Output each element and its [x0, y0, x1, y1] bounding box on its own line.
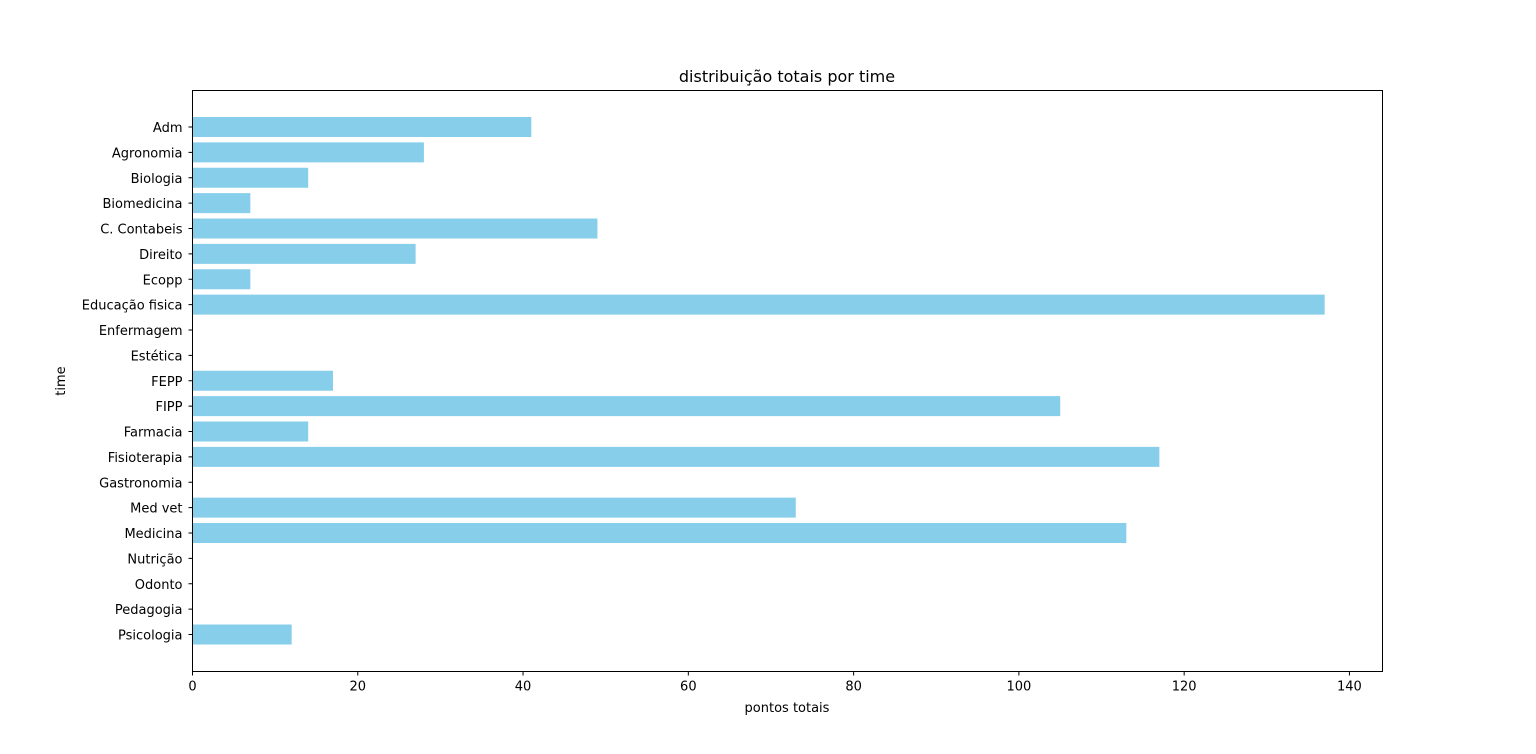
bar — [192, 193, 251, 214]
x-tick-label: 20 — [350, 680, 367, 695]
bar — [192, 294, 1325, 315]
y-tick-label: Psicologia — [118, 629, 183, 644]
bar — [192, 497, 796, 518]
y-axis-ticks: Adm Agronomia Biologia Biomedicina C. Contab… — [82, 121, 193, 644]
bar — [192, 421, 309, 442]
y-tick-label: Odonto — [135, 578, 183, 593]
bar — [192, 624, 292, 645]
bar — [192, 142, 424, 163]
x-tick-label: 60 — [680, 680, 697, 695]
y-axis-label: time — [54, 366, 69, 395]
bar — [192, 117, 532, 137]
y-tick-label: Farmacia — [124, 426, 183, 441]
chart-title: distribuição totais por time — [679, 67, 895, 86]
bar — [192, 446, 1160, 467]
bars-group — [192, 117, 1325, 645]
x-tick-label: 40 — [515, 680, 532, 695]
x-axis-ticks: 0 20 40 60 80 100 120 140 — [188, 671, 1362, 695]
y-tick-label: Adm — [153, 121, 183, 136]
y-tick-label: Direito — [139, 248, 182, 263]
y-tick-label: Estética — [131, 349, 183, 364]
y-tick-label: Med vet — [130, 502, 182, 517]
bar — [192, 269, 251, 290]
x-tick-label: 0 — [188, 680, 196, 695]
x-tick-label: 100 — [1006, 680, 1031, 695]
plot-frame — [192, 90, 1383, 672]
y-tick-label: Pedagogia — [115, 603, 183, 618]
y-tick-label: C. Contabeis — [100, 223, 183, 238]
y-tick-label: Biologia — [131, 172, 183, 187]
y-tick-label: FIPP — [156, 400, 183, 415]
bar — [192, 243, 416, 264]
y-tick-label: Ecopp — [143, 273, 183, 288]
x-axis-label: pontos totais — [745, 701, 830, 716]
y-tick-label: Medicina — [124, 527, 182, 542]
y-tick-label: Gastronomia — [99, 476, 182, 491]
bar — [192, 167, 309, 188]
y-tick-label: Biomedicina — [103, 197, 183, 212]
x-tick-label: 80 — [845, 680, 862, 695]
bar — [192, 396, 1061, 417]
x-tick-label: 120 — [1172, 680, 1197, 695]
x-tick-label: 140 — [1337, 680, 1362, 695]
y-tick-label: Nutrição — [127, 552, 182, 567]
y-tick-label: FEPP — [151, 375, 183, 390]
bar — [192, 370, 333, 391]
y-tick-label: Educação fisica — [82, 299, 183, 314]
y-tick-label: Fisioterapia — [108, 451, 183, 466]
y-tick-label: Agronomia — [112, 146, 183, 161]
bar — [192, 523, 1127, 543]
bar — [192, 218, 598, 239]
y-tick-label: Enfermagem — [99, 324, 183, 339]
